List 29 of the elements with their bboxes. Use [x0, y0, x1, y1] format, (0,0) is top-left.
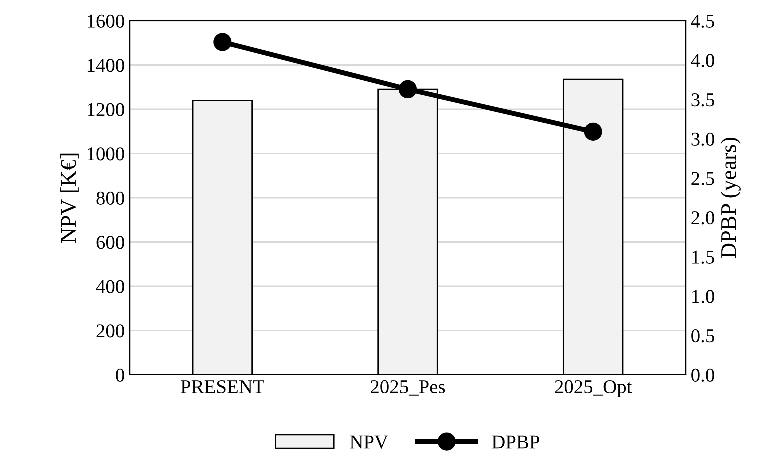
legend-label: NPV — [350, 436, 388, 449]
x-tick-label: PRESENT — [181, 380, 264, 394]
point — [214, 33, 232, 52]
y-tick-label: 400 — [96, 280, 124, 294]
y-tick-label: 1600 — [88, 14, 124, 28]
y-tick-label: 600 — [96, 236, 124, 250]
y-tick-label: 800 — [96, 192, 124, 205]
y2-tick-label: 3.5 — [692, 94, 714, 107]
point — [398, 80, 418, 98]
y2-tick-label: 0.5 — [692, 329, 714, 343]
y2-tick-label: 1.0 — [692, 290, 714, 304]
y-axis-title: NPV [K€] — [60, 154, 79, 244]
x-tick-label: 2025_Opt — [555, 380, 632, 398]
y2-axis-title: DPBP (years) — [720, 138, 741, 258]
y2-tick-label: 1.5 — [692, 250, 714, 264]
point — [584, 122, 602, 141]
y2-tick-label: 2.0 — [692, 211, 714, 225]
legend-label: DPBP — [492, 436, 540, 449]
y2-tick-label: 2.5 — [692, 172, 714, 186]
y-tick-label: 0 — [116, 368, 124, 382]
y-tick-label: 200 — [96, 324, 124, 338]
y2-tick-label: 4.5 — [691, 14, 714, 28]
x-tick-label: 2025_Pes — [371, 380, 446, 396]
y2-tick-label: 0.0 — [692, 368, 714, 382]
y-tick-label: 1400 — [88, 59, 124, 72]
y-tick-label: 1200 — [88, 103, 124, 116]
y2-tick-label: 3.0 — [692, 132, 714, 146]
y2-tick-label: 4.0 — [691, 54, 714, 68]
y-tick-label: 1000 — [88, 148, 124, 161]
